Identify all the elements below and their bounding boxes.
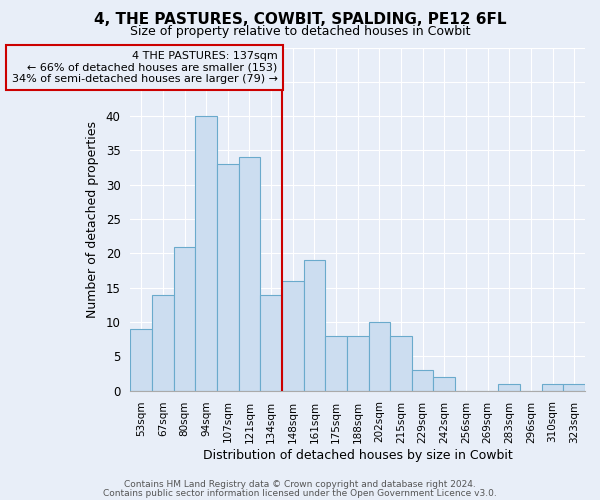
Text: 4, THE PASTURES, COWBIT, SPALDING, PE12 6FL: 4, THE PASTURES, COWBIT, SPALDING, PE12 … [94, 12, 506, 28]
Bar [499, 384, 520, 390]
Bar [217, 164, 239, 390]
Bar [563, 384, 585, 390]
Bar [152, 294, 174, 390]
Bar [196, 116, 217, 390]
Bar [130, 329, 152, 390]
Bar [304, 260, 325, 390]
Text: Size of property relative to detached houses in Cowbit: Size of property relative to detached ho… [130, 25, 470, 38]
Bar [325, 336, 347, 390]
Bar [347, 336, 368, 390]
Text: Contains HM Land Registry data © Crown copyright and database right 2024.: Contains HM Land Registry data © Crown c… [124, 480, 476, 489]
Bar [239, 158, 260, 390]
Bar [174, 246, 196, 390]
Bar [368, 322, 390, 390]
Bar [260, 294, 282, 390]
Bar [282, 281, 304, 390]
X-axis label: Distribution of detached houses by size in Cowbit: Distribution of detached houses by size … [203, 450, 512, 462]
Bar [542, 384, 563, 390]
Bar [412, 370, 433, 390]
Text: Contains public sector information licensed under the Open Government Licence v3: Contains public sector information licen… [103, 488, 497, 498]
Bar [433, 377, 455, 390]
Text: 4 THE PASTURES: 137sqm
← 66% of detached houses are smaller (153)
34% of semi-de: 4 THE PASTURES: 137sqm ← 66% of detached… [11, 51, 278, 84]
Y-axis label: Number of detached properties: Number of detached properties [86, 120, 99, 318]
Bar [390, 336, 412, 390]
